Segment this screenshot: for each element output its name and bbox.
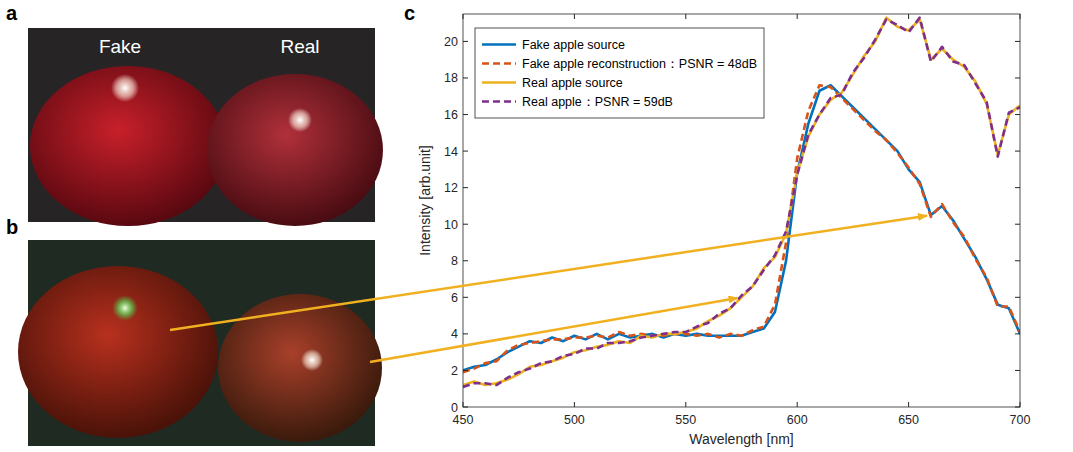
legend: Fake apple source Fake apple reconstructi… — [475, 28, 764, 118]
y-tick — [1015, 297, 1020, 298]
x-tick — [685, 14, 686, 19]
legend-swatch — [482, 81, 516, 84]
y-tick — [463, 297, 468, 298]
legend-swatch — [482, 100, 516, 103]
y-tick — [1015, 224, 1020, 225]
x-tick — [685, 402, 686, 407]
y-tick — [463, 114, 468, 115]
y-tick — [1015, 370, 1020, 371]
arrow — [370, 298, 738, 362]
legend-swatch — [482, 43, 516, 46]
legend-box — [475, 28, 764, 118]
x-axis-label: Wavelength [nm] — [689, 431, 794, 447]
y-tick — [1015, 260, 1020, 261]
photo-label: Real — [280, 36, 319, 57]
y-tick — [463, 151, 468, 152]
x-tick — [797, 14, 798, 19]
y-tick-label: 10 — [444, 218, 458, 232]
legend-swatch — [482, 62, 516, 65]
highlight — [288, 108, 312, 132]
real-apple — [218, 294, 382, 442]
plot-area — [463, 14, 1020, 407]
x-tick — [908, 402, 909, 407]
y-tick — [1015, 41, 1020, 42]
y-tick-label: 14 — [444, 145, 458, 159]
y-tick — [463, 407, 468, 408]
arrow — [170, 216, 927, 330]
y-tick-label: 16 — [444, 108, 458, 122]
y-tick-label: 2 — [451, 364, 458, 378]
x-tick-label: 600 — [787, 413, 808, 427]
x-tick-label: 650 — [898, 413, 919, 427]
highlight — [112, 295, 138, 321]
x-tick — [463, 14, 464, 19]
fake-apple — [30, 66, 226, 226]
y-tick — [1015, 77, 1020, 78]
highlight — [111, 74, 139, 102]
y-tick — [463, 77, 468, 78]
y-tick-label: 20 — [444, 35, 458, 49]
legend-entry: Fake apple reconstruction：PSNR = 48dB — [522, 57, 757, 71]
x-tick — [1020, 14, 1021, 19]
x-tick — [1020, 402, 1021, 407]
y-tick-label: 0 — [451, 401, 458, 415]
y-tick — [1015, 333, 1020, 334]
fake-apple — [18, 266, 218, 438]
y-axis-label: Intensity [arb.unit] — [417, 145, 433, 256]
x-tick — [574, 402, 575, 407]
y-tick-label: 12 — [444, 181, 458, 195]
x-tick — [463, 402, 464, 407]
legend-entry: Fake apple source — [522, 38, 625, 52]
y-tick — [1015, 151, 1020, 152]
panel-letter: a — [6, 2, 18, 24]
y-tick — [463, 260, 468, 261]
x-tick — [797, 402, 798, 407]
y-tick — [463, 333, 468, 334]
panel-letter: b — [6, 216, 18, 238]
y-tick-label: 4 — [451, 327, 458, 341]
legend-entry: Real apple：PSNR = 59dB — [522, 95, 673, 109]
y-tick-label: 6 — [451, 291, 458, 305]
photo-label: Fake — [99, 36, 141, 57]
y-tick — [463, 187, 468, 188]
y-tick — [463, 41, 468, 42]
y-tick — [1015, 407, 1020, 408]
y-tick-label: 18 — [444, 71, 458, 85]
y-tick — [463, 224, 468, 225]
legend-entry: Real apple source — [522, 76, 623, 90]
x-tick-label: 550 — [675, 413, 696, 427]
x-tick — [574, 14, 575, 19]
x-tick-label: 700 — [1010, 413, 1031, 427]
y-tick — [1015, 114, 1020, 115]
y-tick — [463, 370, 468, 371]
series-line — [463, 85, 1020, 370]
x-tick-label: 450 — [453, 413, 474, 427]
series-line — [463, 85, 1020, 372]
figure: Fake Real a b c 450 500 550 600 650 700 0 2 4 6 8 10 12 14… — [0, 0, 1073, 452]
y-tick-label: 8 — [451, 254, 458, 268]
highlight — [301, 349, 323, 371]
series-line — [463, 18, 1020, 385]
x-tick — [908, 14, 909, 19]
plot-frame — [463, 14, 1020, 407]
panel-letter: c — [404, 2, 415, 24]
x-tick-label: 500 — [564, 413, 585, 427]
real-apple — [207, 74, 383, 226]
y-tick — [1015, 187, 1020, 188]
